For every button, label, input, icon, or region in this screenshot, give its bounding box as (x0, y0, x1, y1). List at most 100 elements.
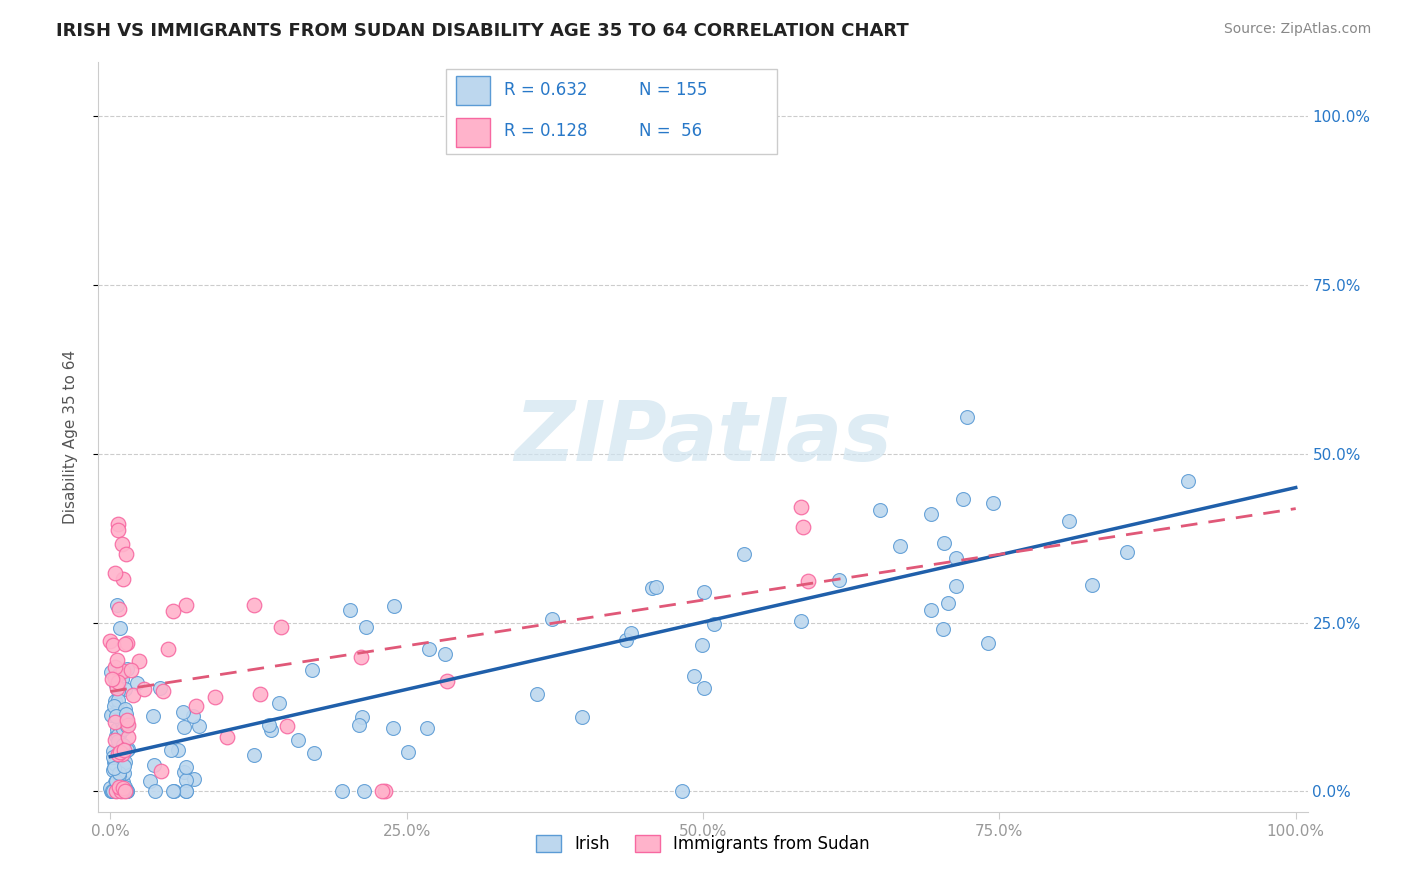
Point (115, 784, 138, 798)
Point (790, 500, 813, 514)
Point (111, 664, 134, 678)
Point (110, 784, 132, 798)
Point (100, 784, 122, 798)
Point (150, 764, 173, 779)
Point (101, 784, 124, 798)
Point (526, 687, 548, 701)
Point (115, 784, 138, 798)
Text: R = 0.128: R = 0.128 (503, 122, 588, 140)
Point (920, 603, 942, 617)
Point (107, 728, 129, 742)
Point (396, 745, 419, 759)
Point (101, 784, 124, 798)
Point (371, 784, 394, 798)
Point (204, 690, 226, 704)
Point (112, 742, 135, 756)
Text: N =  56: N = 56 (638, 122, 702, 140)
Text: IRISH VS IMMIGRANTS FROM SUDAN DISABILITY AGE 35 TO 64 CORRELATION CHART: IRISH VS IMMIGRANTS FROM SUDAN DISABILIT… (56, 22, 910, 40)
Point (797, 574, 820, 589)
Point (104, 729, 127, 743)
Point (117, 719, 139, 733)
Point (107, 784, 129, 798)
Point (103, 784, 125, 798)
Point (433, 647, 456, 661)
Point (105, 784, 128, 798)
Point (167, 743, 190, 757)
Point (108, 666, 131, 681)
Point (115, 706, 138, 721)
Point (110, 784, 132, 798)
Point (125, 676, 148, 690)
Bar (457, 118, 491, 147)
Point (117, 741, 139, 756)
Point (98, 633, 121, 648)
Point (107, 602, 129, 616)
Point (120, 663, 142, 677)
Point (114, 637, 136, 651)
Point (110, 784, 132, 798)
Point (98, 781, 121, 796)
Point (104, 775, 127, 789)
Point (174, 598, 197, 612)
Point (276, 718, 298, 732)
Point (733, 548, 755, 562)
Point (117, 731, 139, 745)
Point (103, 744, 125, 758)
Point (952, 491, 974, 506)
Point (703, 617, 725, 632)
Point (188, 719, 211, 733)
Point (121, 688, 143, 702)
Point (111, 784, 134, 798)
Point (932, 622, 955, 636)
Point (215, 731, 238, 745)
Y-axis label: Disability Age 35 to 64: Disability Age 35 to 64 (63, 350, 77, 524)
Point (353, 784, 375, 798)
Text: Source: ZipAtlas.com: Source: ZipAtlas.com (1223, 22, 1371, 37)
Point (107, 675, 129, 690)
Point (100, 707, 122, 722)
Point (138, 773, 160, 788)
Point (115, 710, 138, 724)
Point (107, 784, 129, 798)
Point (114, 780, 136, 794)
Point (112, 775, 135, 789)
Point (614, 632, 637, 647)
Point (945, 579, 967, 593)
Point (671, 784, 693, 798)
Point (104, 659, 127, 673)
Point (270, 620, 292, 634)
Point (101, 764, 124, 778)
Point (105, 653, 128, 667)
Point (934, 536, 956, 550)
Point (115, 784, 138, 798)
Point (174, 784, 197, 798)
Point (107, 734, 129, 748)
Point (112, 784, 135, 798)
Point (103, 638, 125, 652)
Point (243, 747, 266, 762)
Point (301, 663, 323, 677)
Point (108, 621, 131, 635)
Point (436, 674, 458, 689)
Point (107, 747, 129, 761)
Point (104, 694, 127, 708)
Point (571, 710, 593, 724)
Point (977, 636, 1000, 650)
Point (107, 766, 129, 780)
Point (111, 780, 134, 795)
Point (889, 539, 911, 553)
Text: N = 155: N = 155 (638, 81, 707, 99)
Point (114, 784, 136, 798)
Point (350, 649, 373, 664)
Point (107, 516, 129, 531)
Point (104, 671, 127, 685)
Point (349, 718, 371, 732)
Point (104, 732, 127, 747)
Point (103, 784, 125, 798)
Point (104, 756, 127, 771)
Point (354, 620, 377, 634)
Point (108, 780, 131, 794)
Point (645, 581, 668, 595)
Point (981, 496, 1004, 510)
Point (184, 698, 207, 713)
